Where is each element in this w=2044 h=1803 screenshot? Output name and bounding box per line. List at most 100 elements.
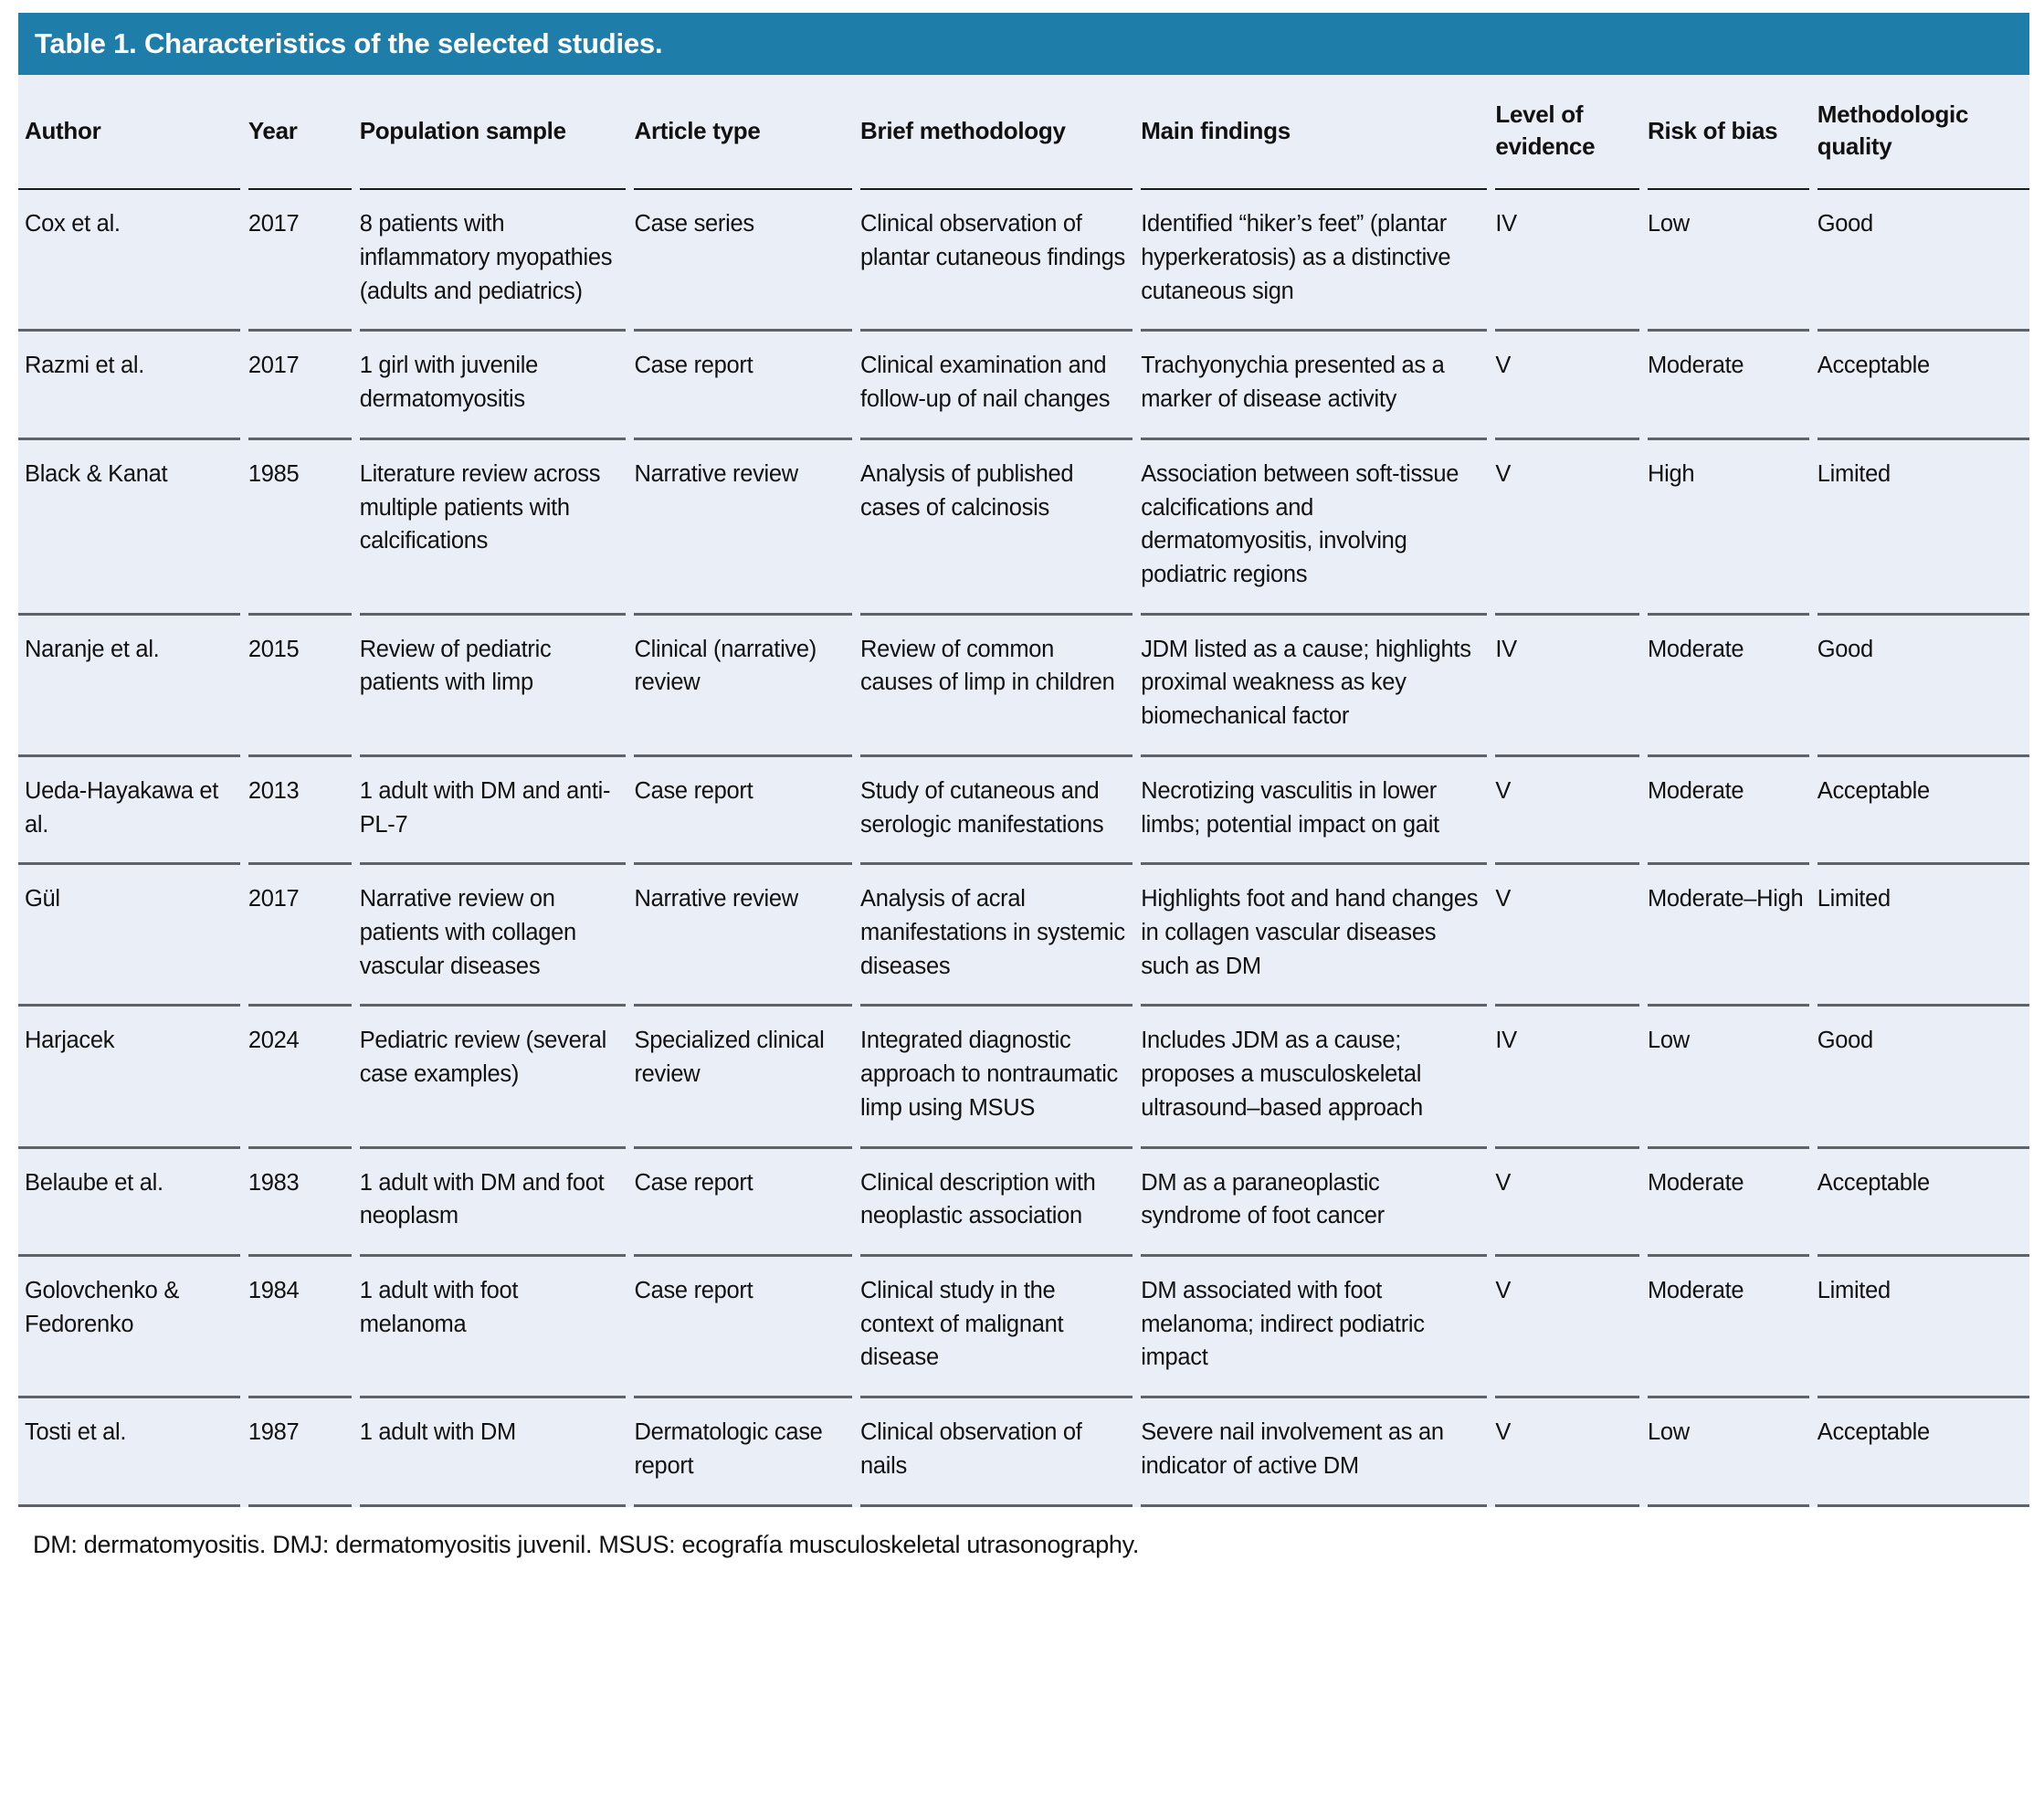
cell-article_type: Case report [634, 332, 853, 440]
cell-evidence: V [1495, 1149, 1639, 1257]
cell-evidence: IV [1495, 616, 1639, 757]
cell-findings: JDM listed as a cause; highlights proxim… [1141, 616, 1488, 757]
table-title-bar: Table 1. Characteristics of the selected… [18, 13, 2029, 75]
cell-methodology: Clinical observation of plantar cutaneou… [860, 190, 1133, 332]
cell-findings: Trachyonychia presented as a marker of d… [1141, 332, 1488, 440]
cell-author: Razmi et al. [18, 332, 240, 440]
cell-article_type: Narrative review [634, 440, 853, 616]
cell-evidence: V [1495, 1398, 1639, 1507]
cell-methodology: Analysis of acral manifestations in syst… [860, 865, 1133, 1007]
cell-quality: Acceptable [1817, 332, 2029, 440]
cell-year: 1984 [248, 1257, 352, 1399]
column-header-population: Population sample [359, 75, 627, 191]
cell-population: Review of pediatric patients with limp [359, 616, 627, 757]
cell-findings: Association between soft-tissue calcific… [1141, 440, 1488, 616]
table-row: Gül 2017 Narrative review on patients with… [18, 865, 2029, 1007]
column-header-methodology: Brief methodology [860, 75, 1133, 191]
cell-methodology: Review of common causes of limp in child… [860, 616, 1133, 757]
cell-methodology: Clinical examination and follow-up of na… [860, 332, 1133, 440]
cell-findings: DM as a paraneoplastic syndrome of foot … [1141, 1149, 1488, 1257]
cell-author: Tosti et al. [18, 1398, 240, 1507]
header-row: Author Year Population sample Article type B… [18, 75, 2029, 191]
page: Table 1. Characteristics of the selected… [18, 13, 2029, 1558]
cell-evidence: IV [1495, 1007, 1639, 1149]
cell-population: 1 adult with DM and foot neoplasm [359, 1149, 627, 1257]
cell-population: 1 adult with DM [359, 1398, 627, 1507]
table-row: Naranje et al. 2015 Review of pediatric pa… [18, 616, 2029, 757]
cell-methodology: Integrated diagnostic approach to nontra… [860, 1007, 1133, 1149]
cell-author: Harjacek [18, 1007, 240, 1149]
cell-bias: Low [1647, 190, 1809, 332]
cell-year: 2024 [248, 1007, 352, 1149]
table-row: Cox et al. 2017 8 patients with inflammato… [18, 190, 2029, 332]
column-header-year: Year [248, 75, 352, 191]
cell-quality: Good [1817, 190, 2029, 332]
cell-bias: Moderate–High [1647, 865, 1809, 1007]
column-header-evidence: Level of evidence [1495, 75, 1639, 191]
footnote: DM: dermatomyositis. DMJ: dermatomyositi… [33, 1530, 1140, 1558]
cell-population: 1 girl with juvenile dermatomyositis [359, 332, 627, 440]
cell-findings: Identified “hiker’s feet” (plantar hyper… [1141, 190, 1488, 332]
cell-year: 1985 [248, 440, 352, 616]
cell-article_type: Case report [634, 757, 853, 866]
cell-findings: DM associated with foot melanoma; indire… [1141, 1257, 1488, 1399]
cell-quality: Good [1817, 616, 2029, 757]
cell-population: 1 adult with foot melanoma [359, 1257, 627, 1399]
cell-author: Belaube et al. [18, 1149, 240, 1257]
table-body: Cox et al. 2017 8 patients with inflammato… [18, 190, 2029, 1507]
cell-article_type: Dermatologic case report [634, 1398, 853, 1507]
table-row: Razmi et al. 2017 1 girl with juvenile der… [18, 332, 2029, 440]
cell-year: 1983 [248, 1149, 352, 1257]
cell-findings: Necrotizing vasculitis in lower limbs; p… [1141, 757, 1488, 866]
cell-article_type: Narrative review [634, 865, 853, 1007]
cell-year: 2017 [248, 332, 352, 440]
table-row: Harjacek 2024 Pediatric review (several ca… [18, 1007, 2029, 1149]
cell-article_type: Case series [634, 190, 853, 332]
cell-bias: Moderate [1647, 757, 1809, 866]
table-row: Black & Kanat 1985 Literature review acros… [18, 440, 2029, 616]
table-row: Tosti et al. 1987 1 adult with DM Dermatolo… [18, 1398, 2029, 1507]
cell-article_type: Case report [634, 1149, 853, 1257]
cell-quality: Good [1817, 1007, 2029, 1149]
cell-findings: Includes JDM as a cause; proposes a musc… [1141, 1007, 1488, 1149]
cell-bias: Low [1647, 1398, 1809, 1507]
cell-methodology: Study of cutaneous and serologic manifes… [860, 757, 1133, 866]
cell-quality: Acceptable [1817, 757, 2029, 866]
cell-bias: High [1647, 440, 1809, 616]
cell-author: Cox et al. [18, 190, 240, 332]
cell-population: Literature review across multiple patien… [359, 440, 627, 616]
cell-evidence: IV [1495, 190, 1639, 332]
cell-article_type: Clinical (narrative) review [634, 616, 853, 757]
cell-population: Pediatric review (several case examples) [359, 1007, 627, 1149]
cell-bias: Low [1647, 1007, 1809, 1149]
cell-article_type: Specialized clinical review [634, 1007, 853, 1149]
column-header-article_type: Article type [634, 75, 853, 191]
cell-quality: Acceptable [1817, 1149, 2029, 1257]
column-header-findings: Main findings [1141, 75, 1488, 191]
cell-year: 2015 [248, 616, 352, 757]
column-header-bias: Risk of bias [1647, 75, 1809, 191]
cell-author: Naranje et al. [18, 616, 240, 757]
cell-methodology: Clinical study in the context of maligna… [860, 1257, 1133, 1399]
cell-population: 1 adult with DM and anti-PL-7 [359, 757, 627, 866]
cell-author: Golovchenko & Fedorenko [18, 1257, 240, 1399]
cell-methodology: Analysis of published cases of calcinosi… [860, 440, 1133, 616]
cell-year: 2017 [248, 865, 352, 1007]
cell-methodology: Clinical observation of nails [860, 1398, 1133, 1507]
column-header-author: Author [18, 75, 240, 191]
cell-evidence: V [1495, 1257, 1639, 1399]
cell-article_type: Case report [634, 1257, 853, 1399]
cell-population: 8 patients with inflammatory myopathies … [359, 190, 627, 332]
cell-evidence: V [1495, 440, 1639, 616]
cell-methodology: Clinical description with neoplastic ass… [860, 1149, 1133, 1257]
cell-author: Gül [18, 865, 240, 1007]
studies-table-wrap: Author Year Population sample Article type B… [18, 75, 2029, 1507]
cell-bias: Moderate [1647, 616, 1809, 757]
cell-quality: Limited [1817, 865, 2029, 1007]
cell-year: 2017 [248, 190, 352, 332]
cell-quality: Limited [1817, 440, 2029, 616]
studies-table: Author Year Population sample Article type B… [18, 75, 2029, 1507]
cell-population: Narrative review on patients with collag… [359, 865, 627, 1007]
column-header-quality: Methodologic quality [1817, 75, 2029, 191]
cell-author: Ueda-Hayakawa et al. [18, 757, 240, 866]
